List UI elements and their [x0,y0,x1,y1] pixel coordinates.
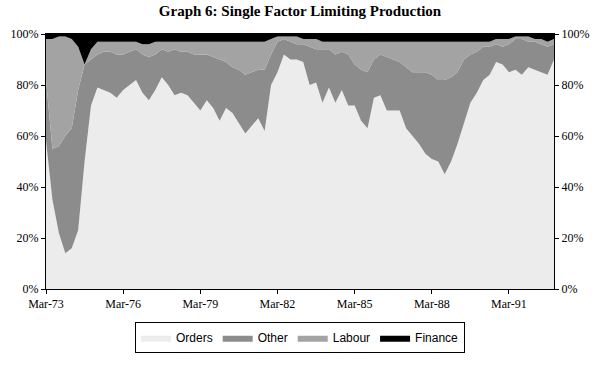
svg-text:Mar-73: Mar-73 [28,297,64,311]
svg-text:60%: 60% [17,129,39,143]
svg-text:80%: 80% [17,78,39,92]
svg-text:Graph 6: Single Factor Limitin: Graph 6: Single Factor Limiting Producti… [159,3,442,19]
svg-text:100%: 100% [11,27,39,41]
svg-text:Other: Other [258,331,288,345]
svg-text:60%: 60% [561,129,583,143]
svg-text:0%: 0% [561,282,577,296]
svg-text:Orders: Orders [176,331,213,345]
svg-text:0%: 0% [23,282,39,296]
svg-text:Mar-82: Mar-82 [260,297,296,311]
svg-text:Labour: Labour [333,331,370,345]
svg-text:40%: 40% [17,180,39,194]
svg-text:20%: 20% [17,231,39,245]
svg-text:Mar-79: Mar-79 [182,297,218,311]
svg-text:20%: 20% [561,231,583,245]
svg-text:40%: 40% [561,180,583,194]
svg-text:Mar-91: Mar-91 [491,297,527,311]
svg-text:80%: 80% [561,78,583,92]
svg-text:Mar-88: Mar-88 [414,297,450,311]
svg-text:Mar-76: Mar-76 [105,297,141,311]
svg-text:Mar-85: Mar-85 [337,297,373,311]
svg-text:Finance: Finance [415,331,458,345]
svg-text:100%: 100% [561,27,589,41]
